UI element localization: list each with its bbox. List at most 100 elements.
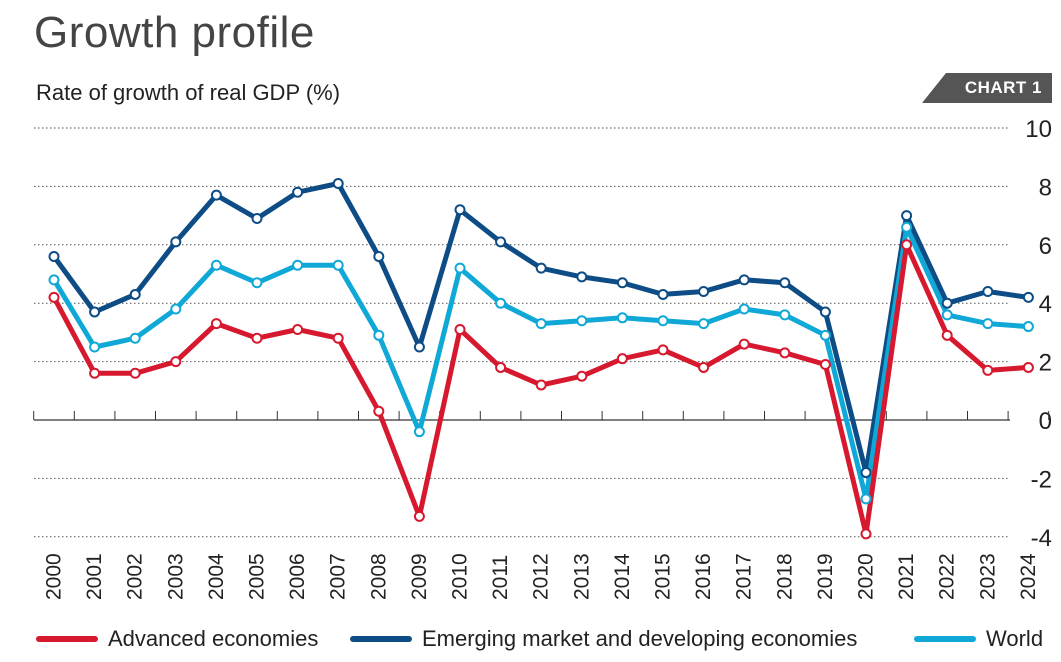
marker-emerging — [779, 277, 791, 289]
x-tick-label: 2006 — [286, 553, 309, 600]
x-tick-label: 2018 — [773, 553, 796, 600]
marker-world — [129, 332, 141, 344]
marker-emerging — [738, 274, 750, 286]
chart-tag: CHART 1 — [922, 73, 1052, 103]
x-tick-label: 2002 — [124, 553, 147, 600]
legend-item-emerging: Emerging market and developing economies — [350, 622, 857, 656]
marker-emerging — [251, 213, 263, 225]
y-tick-label: 6 — [1039, 233, 1052, 260]
marker-advanced — [210, 318, 222, 330]
marker-world — [251, 277, 263, 289]
marker-advanced — [129, 367, 141, 379]
marker-advanced — [1022, 361, 1034, 373]
marker-emerging — [941, 297, 953, 309]
x-tick-label: 2007 — [327, 553, 350, 600]
x-tick-label: 2011 — [489, 555, 512, 600]
y-tick-label: 0 — [1039, 408, 1052, 435]
marker-world — [495, 297, 507, 309]
marker-world — [819, 329, 831, 341]
marker-world — [860, 493, 872, 505]
x-tick-label: 2012 — [530, 553, 553, 600]
chart-tag-label: CHART 1 — [964, 78, 1042, 97]
chart-tag-shape — [922, 73, 1052, 103]
marker-world — [657, 315, 669, 327]
legend-label-world: World — [986, 626, 1044, 651]
marker-emerging — [495, 236, 507, 248]
marker-advanced — [48, 291, 60, 303]
marker-emerging — [657, 288, 669, 300]
marker-world — [576, 315, 588, 327]
marker-emerging — [535, 262, 547, 274]
y-tick-label: 10 — [1025, 116, 1052, 143]
marker-emerging — [901, 210, 913, 222]
marker-world — [535, 318, 547, 330]
marker-world — [616, 312, 628, 324]
marker-advanced — [616, 353, 628, 365]
marker-advanced — [576, 370, 588, 382]
x-tick-label: 2010 — [449, 553, 472, 600]
marker-advanced — [495, 361, 507, 373]
marker-world — [292, 259, 304, 271]
legend-item-advanced: Advanced economies — [36, 622, 318, 656]
marker-emerging — [982, 286, 994, 298]
marker-advanced — [413, 510, 425, 522]
x-tick-label: 2000 — [43, 553, 66, 600]
legend-item-world: World — [914, 622, 1043, 656]
x-tick-label: 2019 — [814, 553, 837, 600]
marker-world — [48, 274, 60, 286]
marker-world — [332, 259, 344, 271]
marker-world — [698, 318, 710, 330]
marker-emerging — [819, 306, 831, 318]
marker-advanced — [292, 323, 304, 335]
marker-world — [454, 262, 466, 274]
legend-swatch-advanced — [36, 636, 98, 642]
marker-emerging — [89, 306, 101, 318]
marker-world — [738, 303, 750, 315]
legend-label-advanced: Advanced economies — [108, 626, 319, 651]
marker-world — [89, 341, 101, 353]
marker-advanced — [657, 344, 669, 356]
y-tick-label: -2 — [1031, 466, 1052, 493]
marker-world — [413, 426, 425, 438]
marker-emerging — [616, 277, 628, 289]
legend-swatch-emerging — [350, 636, 412, 642]
x-tick-label: 2009 — [408, 553, 431, 600]
y-tick-label: 8 — [1039, 174, 1052, 201]
chart-title: Growth profile — [34, 8, 315, 57]
marker-world — [941, 309, 953, 321]
marker-emerging — [860, 467, 872, 479]
marker-advanced — [332, 332, 344, 344]
y-tick-label: 2 — [1039, 350, 1052, 377]
x-tick-label: 2003 — [164, 553, 187, 600]
x-tick-label: 2013 — [570, 553, 593, 600]
marker-emerging — [413, 341, 425, 353]
marker-emerging — [576, 271, 588, 283]
marker-advanced — [819, 359, 831, 371]
marker-emerging — [332, 177, 344, 189]
y-tick-label: -4 — [1031, 525, 1052, 552]
legend-label-emerging: Emerging market and developing economies — [422, 626, 858, 651]
marker-emerging — [1022, 291, 1034, 303]
x-tick-label: 2016 — [692, 553, 715, 600]
marker-emerging — [48, 250, 60, 262]
marker-world — [982, 318, 994, 330]
x-tick-label: 2005 — [246, 553, 269, 600]
x-tick-label: 2004 — [205, 553, 228, 600]
chart-subtitle: Rate of growth of real GDP (%) — [36, 80, 341, 105]
marker-world — [373, 329, 385, 341]
x-tick-label: 2001 — [83, 553, 106, 600]
marker-advanced — [941, 329, 953, 341]
marker-emerging — [210, 189, 222, 201]
marker-world — [1022, 321, 1034, 333]
x-tick-label: 2008 — [367, 553, 390, 600]
x-tick-label: 2023 — [976, 553, 999, 600]
marker-advanced — [251, 332, 263, 344]
marker-advanced — [982, 364, 994, 376]
x-tick-label: 2014 — [611, 553, 634, 600]
marker-advanced — [860, 528, 872, 540]
marker-advanced — [170, 356, 182, 368]
marker-emerging — [373, 250, 385, 262]
marker-advanced — [373, 405, 385, 417]
x-tick-label: 2015 — [652, 553, 675, 600]
